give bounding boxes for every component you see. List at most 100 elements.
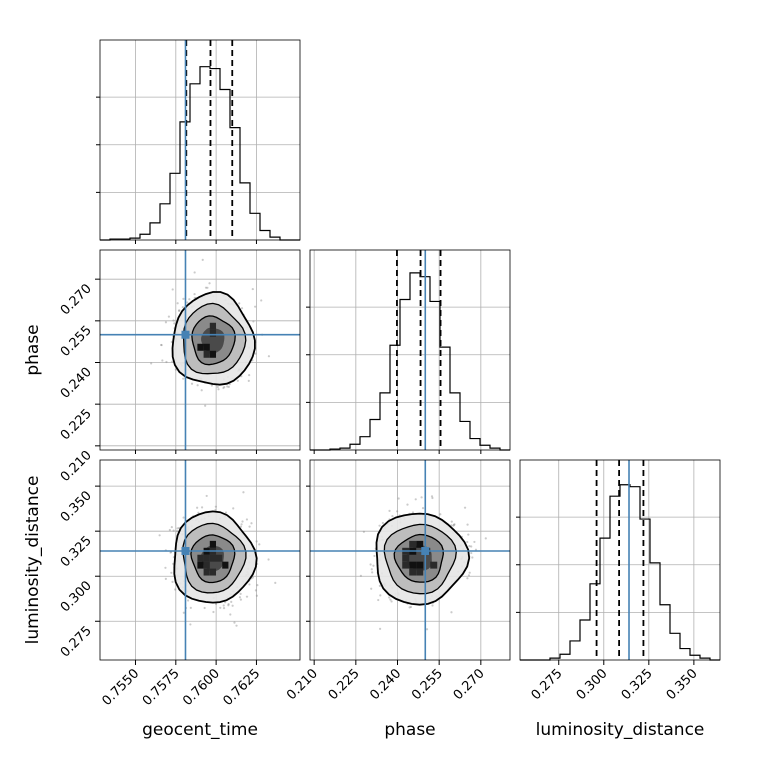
sample-point — [421, 507, 425, 510]
x-tick-label: 0.325 — [619, 666, 656, 703]
sample-point — [484, 537, 487, 540]
contour-line — [182, 522, 247, 594]
x-tick-label: 0.270 — [451, 666, 488, 703]
sample-point — [467, 574, 471, 577]
sample-point — [467, 533, 470, 536]
sample-point — [172, 319, 175, 322]
sample-point — [233, 621, 236, 624]
panel-frame — [99, 459, 301, 661]
sample-point — [390, 600, 393, 603]
density-cell — [216, 554, 223, 562]
sample-point — [150, 362, 153, 365]
y-tick-label: 0.240 — [58, 365, 95, 402]
sample-point — [176, 530, 179, 533]
contour-line — [173, 510, 258, 604]
sample-point — [224, 601, 227, 604]
sample-point — [450, 611, 453, 614]
sample-point — [463, 506, 467, 509]
truth-marker — [181, 330, 190, 339]
density-cell — [409, 540, 417, 548]
sample-point — [208, 282, 211, 285]
sample-point — [239, 598, 243, 601]
sample-point — [174, 368, 177, 371]
y-tick-label: 0.270 — [58, 281, 95, 318]
sample-point — [176, 302, 179, 305]
contour-line — [191, 315, 236, 366]
sample-point — [388, 509, 391, 513]
sample-point — [188, 298, 191, 301]
sample-point — [414, 498, 417, 501]
sample-point — [206, 286, 209, 289]
sample-point — [241, 520, 244, 523]
contour-line — [375, 512, 471, 606]
sample-point — [450, 520, 453, 523]
sample-point — [242, 491, 245, 494]
panel-frame — [99, 249, 301, 451]
sample-point — [219, 606, 222, 609]
sample-point — [239, 592, 242, 595]
sample-point — [226, 385, 229, 388]
sample-point — [466, 577, 469, 580]
sample-point — [370, 587, 373, 590]
histogram-step — [520, 484, 720, 661]
density-cell — [209, 350, 217, 358]
sample-point — [370, 568, 373, 571]
sample-point — [160, 343, 163, 347]
sample-point — [223, 385, 226, 389]
density-cell — [197, 554, 204, 562]
sample-point — [267, 558, 270, 561]
sample-point — [236, 379, 239, 382]
sample-point — [182, 297, 185, 300]
histogram-step — [310, 272, 510, 451]
sample-point — [431, 496, 434, 500]
x-tick-label: 0.225 — [326, 666, 363, 703]
sample-point — [170, 571, 173, 574]
x-tick-label: 0.350 — [664, 666, 701, 703]
histogram-step — [100, 66, 300, 241]
sample-point — [468, 545, 471, 548]
sample-point — [267, 355, 271, 358]
sample-point — [260, 299, 263, 302]
density-cell — [430, 561, 438, 569]
density-cell — [416, 561, 424, 569]
sample-point — [373, 554, 376, 558]
sample-point — [362, 530, 366, 533]
sample-point — [250, 522, 253, 525]
sample-point — [214, 505, 217, 508]
sample-point — [439, 513, 442, 516]
sample-point — [452, 524, 455, 527]
sample-point — [391, 515, 394, 518]
sample-point — [254, 352, 257, 355]
sample-point — [408, 606, 411, 609]
x-tick-label: 0.255 — [409, 666, 446, 703]
sample-point — [205, 494, 208, 498]
sample-point — [164, 566, 167, 569]
panel-frame — [309, 249, 511, 451]
sample-point — [169, 551, 172, 554]
sample-point — [214, 602, 218, 605]
sample-point — [238, 596, 242, 599]
x-axis-label-phase: phase — [384, 720, 435, 740]
sample-point — [471, 556, 474, 559]
sample-point — [239, 525, 243, 528]
x-axis-label-geocent_time: geocent_time — [142, 720, 258, 740]
joint-panel-geocent_time-phase — [99, 249, 301, 451]
sample-point — [232, 507, 235, 510]
sample-point — [254, 305, 257, 308]
x-tick-label: 0.7575 — [140, 666, 183, 709]
sample-point — [173, 322, 176, 325]
sample-point — [359, 574, 363, 577]
x-tick-label: 0.7625 — [221, 666, 264, 709]
sample-point — [171, 360, 174, 363]
sample-point — [200, 506, 204, 509]
sample-point — [227, 604, 230, 607]
sample-point — [248, 374, 251, 377]
sample-point — [171, 288, 174, 291]
sample-point — [397, 497, 400, 500]
sample-point — [161, 359, 164, 362]
marginal-panel-phase — [306, 249, 511, 451]
x-tick-label: 0.7550 — [100, 666, 143, 709]
sample-point — [255, 540, 258, 543]
sample-point — [245, 518, 249, 521]
